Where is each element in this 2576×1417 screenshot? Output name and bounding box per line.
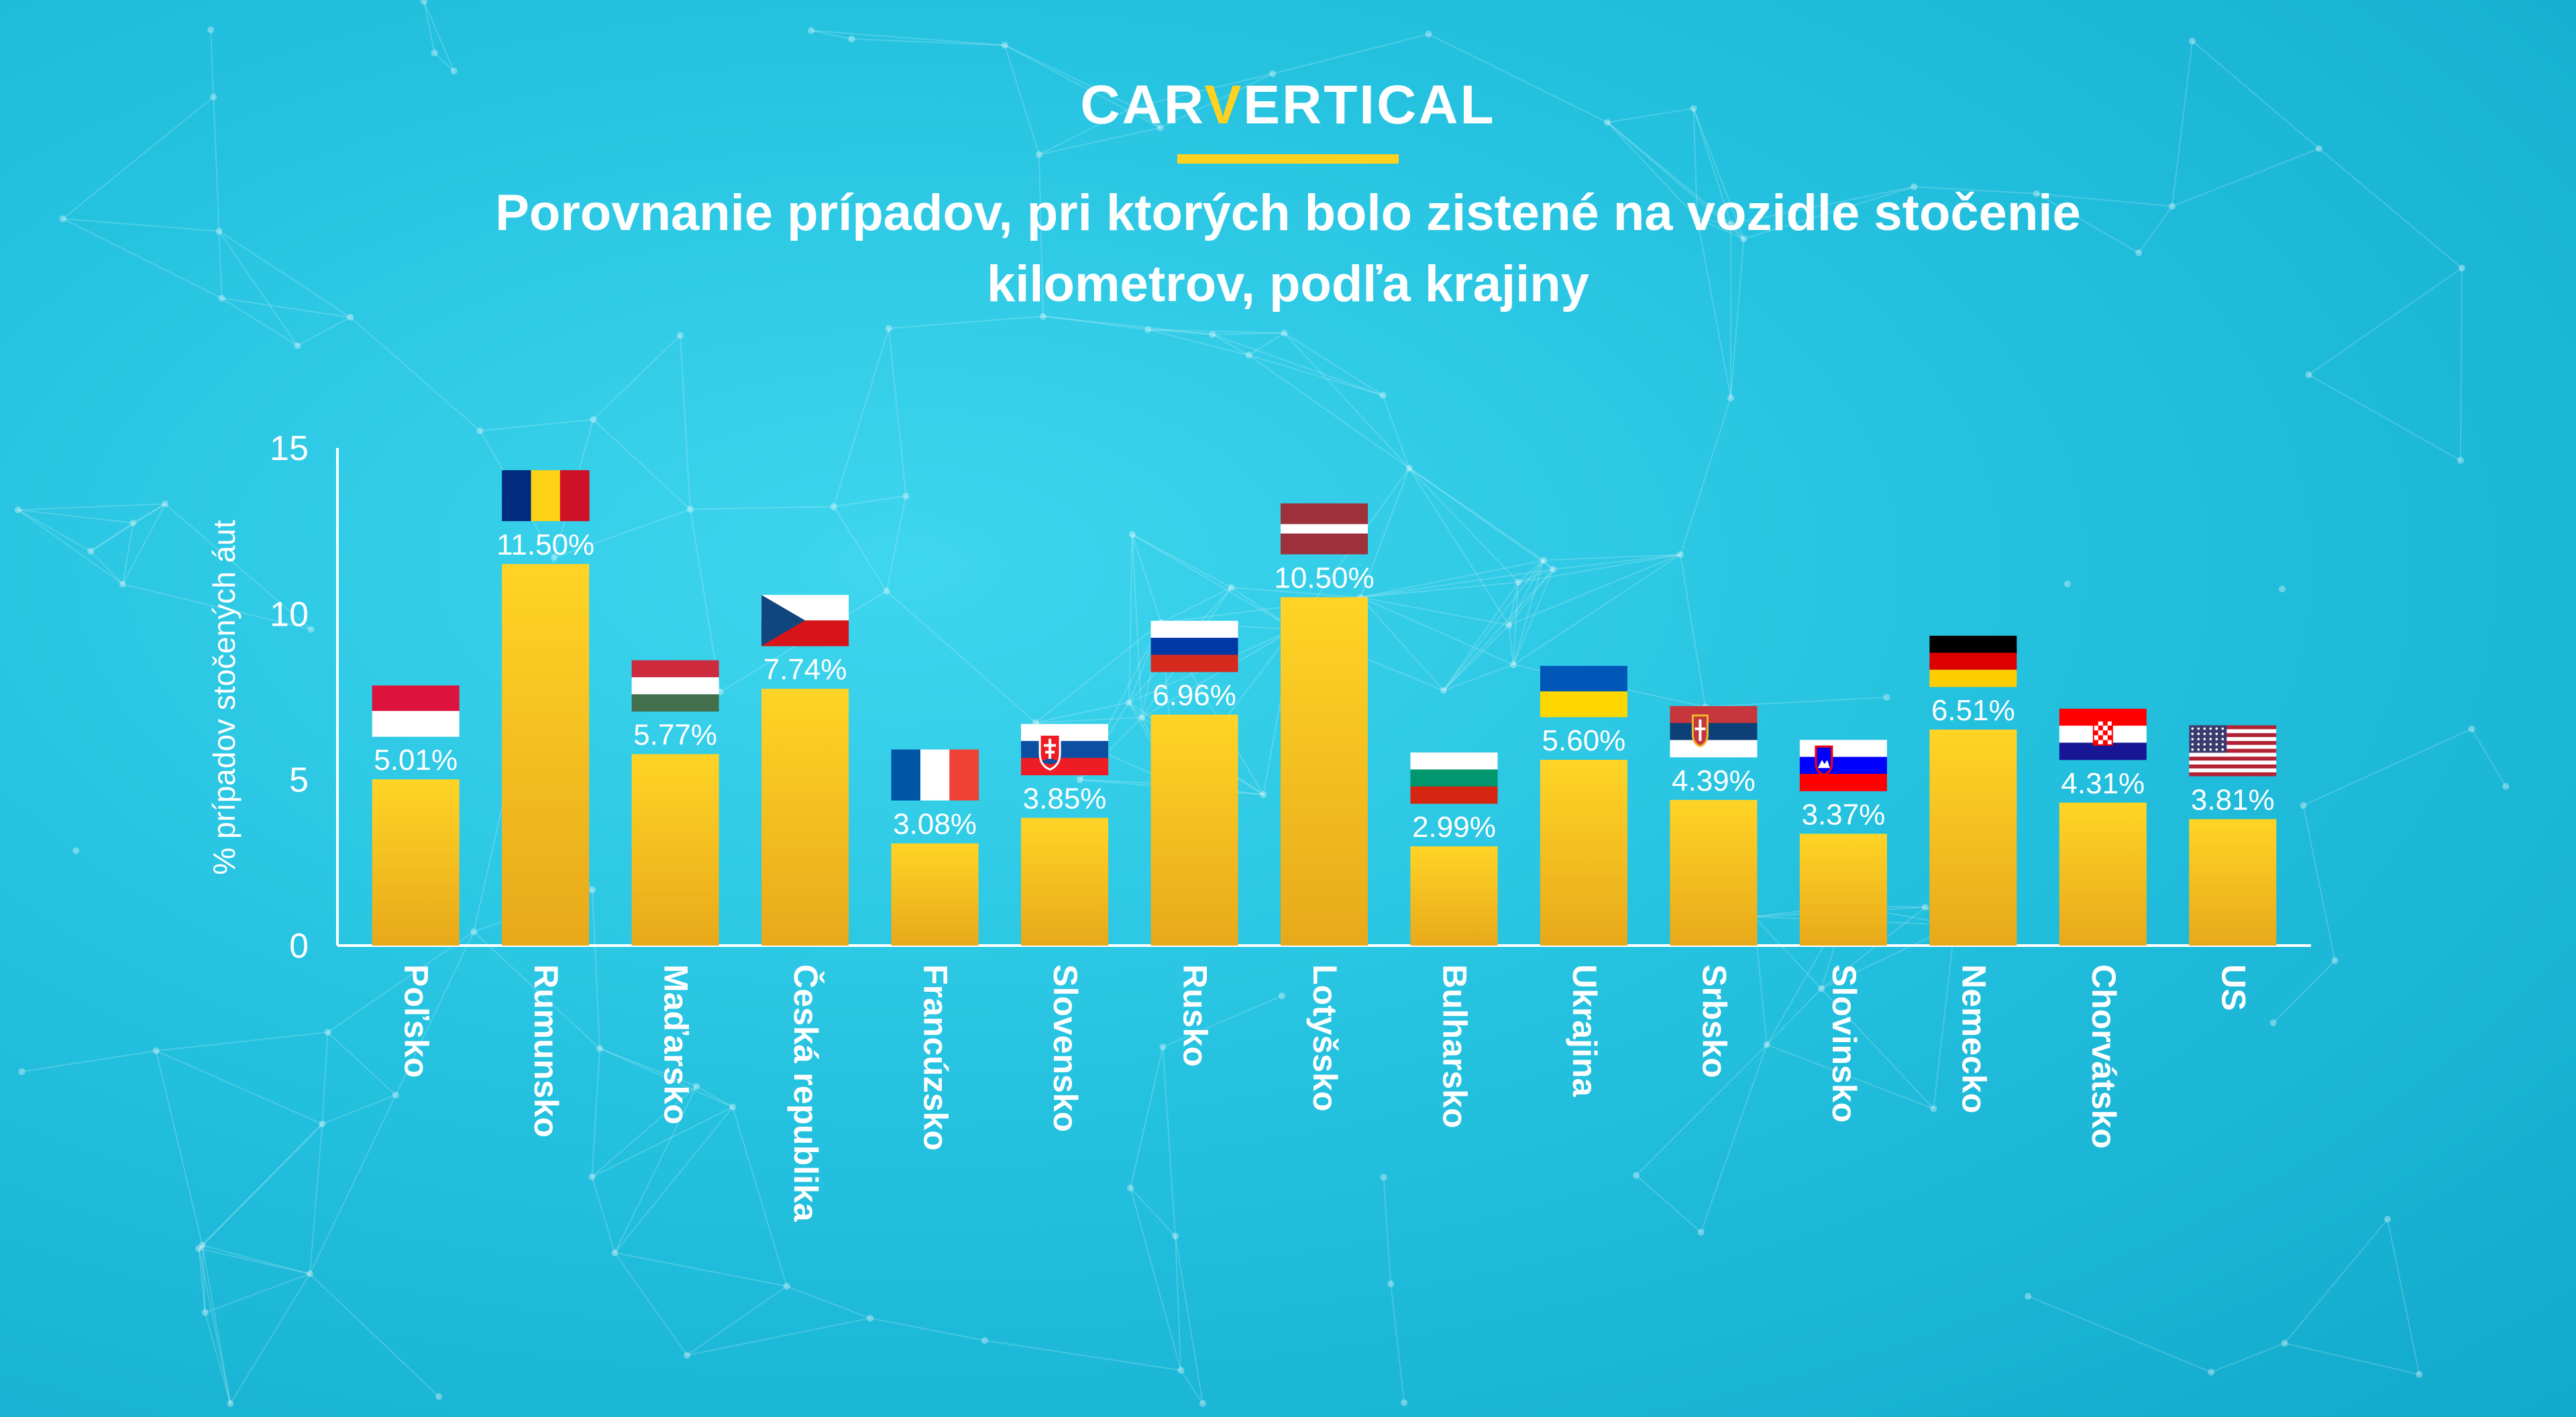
bar [1540,759,1627,946]
czech-flag [761,595,849,646]
hungary-flag [631,660,719,712]
carvertical-logo: CARVERTICAL [1080,74,1496,135]
x-tick-label: Chorvátsko [2085,964,2123,1149]
serbia-flag [1670,705,1758,758]
romania-flag [502,470,590,522]
data-label: 4.39% [1672,764,1756,797]
data-label: 5.01% [374,744,458,777]
bar [1281,597,1368,946]
data-label: 6.96% [1152,679,1236,712]
x-tick-label: Poľsko [398,964,435,1078]
poland-flag [372,685,460,737]
bar [1410,846,1498,946]
x-tick-label: Francúzsko [917,964,955,1151]
y-tick-label: 0 [289,927,309,966]
x-tick-label: Bulharsko [1436,964,1473,1129]
bulgaria-flag [1410,752,1498,804]
x-tick-label: Ukrajina [1566,964,1603,1098]
y-tick-label: 10 [270,595,309,634]
bar [1150,714,1238,946]
x-tick-label: Maďarsko [657,964,695,1125]
data-label: 3.08% [893,808,977,841]
data-label: 5.60% [1542,724,1626,757]
data-label: 3.37% [1801,798,1885,831]
russia-flag [1150,620,1238,673]
slovenia-flag [1799,740,1887,791]
x-tick-label: Slovinsko [1825,964,1863,1123]
bar [891,843,979,946]
y-tick-label: 5 [289,761,309,800]
bar [502,564,590,946]
y-tick-label: 15 [270,429,309,468]
germany-flag [1929,635,2017,687]
bar [761,689,849,946]
ukraine-flag [1540,665,1627,718]
us-flag [2189,725,2277,777]
data-label: 3.81% [2191,784,2275,817]
logo-underline [1177,154,1399,164]
y-axis-label: % prípadov stočených áut [207,520,241,875]
x-tick-label: Slovensko [1046,964,1084,1132]
bar [1021,817,1109,946]
france-flag [891,749,979,801]
bar [1929,729,2017,946]
data-label: 11.50% [496,528,594,561]
bar [1670,799,1758,946]
data-label: 10.50% [1274,562,1374,595]
x-tick-label: Lotyšsko [1306,964,1344,1112]
data-label: 5.77% [633,719,717,752]
slovakia-flag [1021,724,1109,776]
bar [631,754,719,946]
data-label: 4.31% [2061,767,2145,800]
chart-title: Porovnanie prípadov, pri ktorých bolo zi… [495,184,2081,313]
data-label: 2.99% [1412,811,1496,844]
bar [372,779,460,946]
bar [2189,819,2277,946]
x-tick-label: Rusko [1177,964,1214,1067]
croatia-flag [2059,708,2147,760]
x-tick-label: Rumunsko [527,964,565,1137]
x-tick-label: Česká republika [787,964,825,1223]
bar [2059,802,2147,946]
latvia-flag [1281,503,1368,555]
data-label: 6.51% [1931,694,2015,727]
bar [1799,834,1887,946]
x-tick-label: US [2214,964,2252,1011]
data-label: 7.74% [763,653,847,686]
x-tick-label: Nemecko [1955,964,1992,1113]
data-label: 3.85% [1023,783,1107,815]
x-tick-label: Srbsko [1695,964,1733,1078]
